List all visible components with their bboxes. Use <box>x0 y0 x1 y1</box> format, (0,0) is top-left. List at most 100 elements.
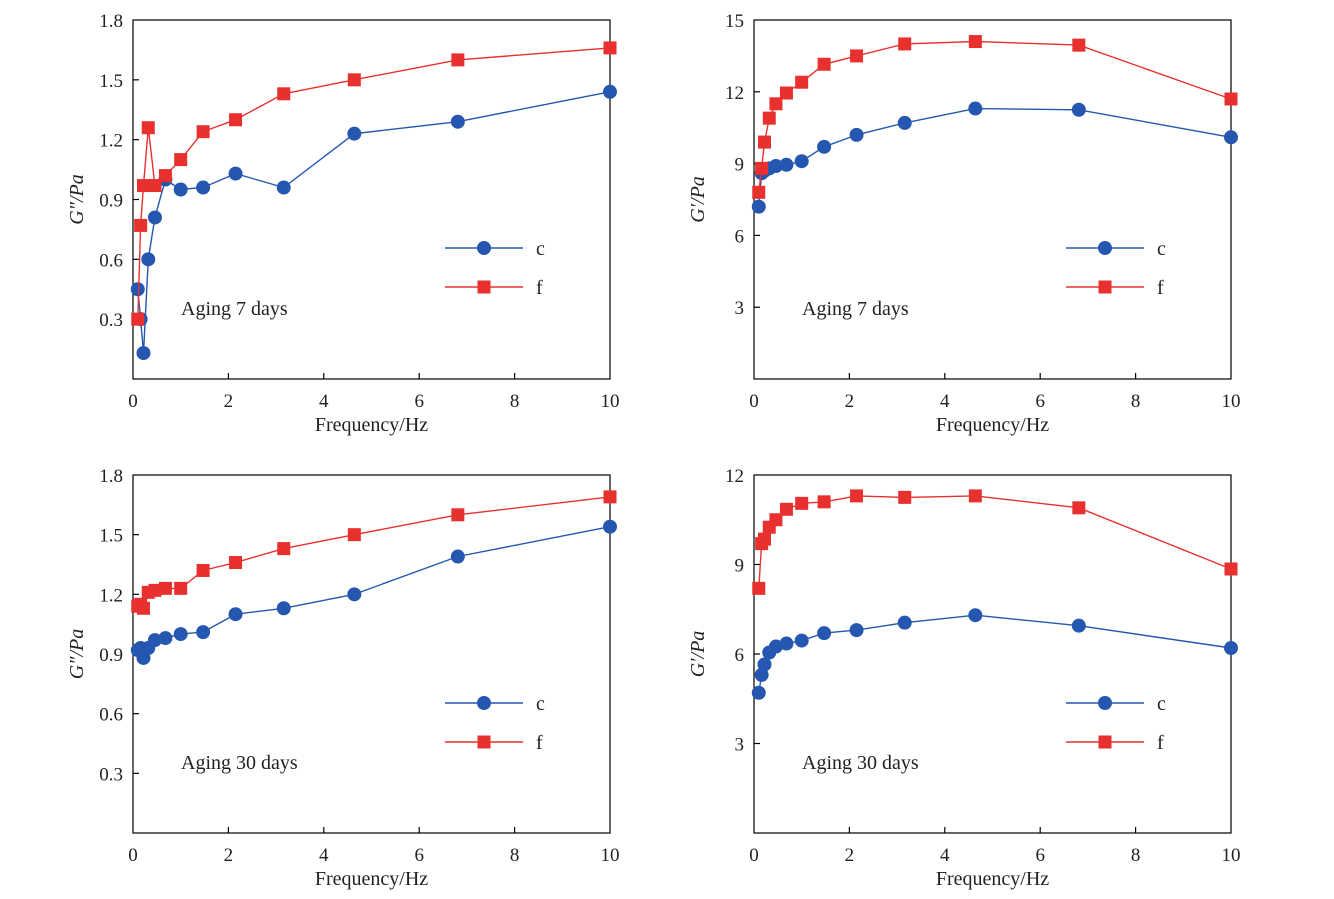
series-c <box>751 101 1238 214</box>
data-point <box>174 153 188 167</box>
x-tick-label: 4 <box>940 391 950 412</box>
x-tick-label: 8 <box>1131 391 1141 412</box>
x-tick-label: 8 <box>510 391 520 412</box>
data-point <box>277 87 291 101</box>
x-tick-label: 2 <box>224 391 234 412</box>
aging-annotation: Aging 7 days <box>181 298 288 320</box>
chart-panel-4: 0 2 4 6 8 10 3 6 9 12 Frequency/Hz G′/Pa Aging 30 da… <box>687 466 1241 890</box>
data-point <box>769 513 783 527</box>
data-point <box>1224 92 1238 106</box>
data-point <box>277 542 291 556</box>
legend-marker-c <box>477 696 491 710</box>
data-point <box>794 154 809 169</box>
data-point <box>751 199 766 214</box>
legend-label-c: c <box>536 693 545 715</box>
data-point <box>196 180 211 195</box>
aging-annotation: Aging 30 days <box>802 752 919 774</box>
x-tick-label: 4 <box>940 845 950 866</box>
legend-label-c: c <box>1157 693 1166 715</box>
series-f <box>752 35 1238 199</box>
data-point <box>817 139 832 154</box>
legend-marker-f <box>477 735 491 749</box>
data-point <box>898 490 912 504</box>
data-point <box>897 615 912 630</box>
legend-marker-f <box>477 280 491 294</box>
x-tick-label: 2 <box>845 845 855 866</box>
data-point <box>850 49 864 63</box>
data-point <box>603 519 617 534</box>
data-point <box>347 73 361 87</box>
data-point <box>229 113 243 127</box>
data-point <box>898 37 912 51</box>
y-tick-label: 0.9 <box>99 191 123 212</box>
data-point <box>794 633 809 648</box>
data-point <box>141 252 156 267</box>
legend-label-c: c <box>1157 238 1166 260</box>
data-point <box>347 587 362 602</box>
data-point <box>757 657 772 672</box>
data-point <box>228 166 243 181</box>
data-point <box>196 125 210 139</box>
plot-frame <box>132 474 611 834</box>
data-point <box>136 179 150 193</box>
x-tick-label: 6 <box>414 845 424 866</box>
legend-label-f: f <box>536 277 543 299</box>
data-point <box>148 583 162 597</box>
data-point <box>148 179 162 193</box>
data-point <box>779 86 793 100</box>
legend-marker-f <box>1098 735 1112 749</box>
x-tick-label: 8 <box>510 845 520 866</box>
data-point <box>173 627 188 642</box>
y-tick-label: 12 <box>725 466 744 487</box>
x-tick-label: 10 <box>1222 391 1241 412</box>
data-point <box>1224 130 1238 145</box>
data-point <box>347 126 362 141</box>
x-tick-label: 10 <box>601 845 620 866</box>
data-point <box>147 210 162 225</box>
x-tick-label: 4 <box>319 391 329 412</box>
y-tick-label: 1.5 <box>99 526 123 547</box>
data-point <box>968 35 982 49</box>
data-point <box>850 489 864 503</box>
x-tick-label: 6 <box>1035 845 1045 866</box>
data-point <box>1072 38 1086 52</box>
y-tick-label: 15 <box>725 11 744 32</box>
data-point <box>228 607 243 622</box>
data-point <box>757 135 771 149</box>
y-tick-label: 1.8 <box>99 11 123 32</box>
legend-marker-f <box>1098 280 1112 294</box>
data-point <box>1224 641 1238 656</box>
data-point <box>768 639 783 654</box>
x-axis-title: Frequency/Hz <box>315 868 428 890</box>
y-tick-label: 0.6 <box>99 250 123 271</box>
data-point <box>968 101 983 116</box>
data-point <box>795 75 809 89</box>
legend-marker-c <box>1098 241 1112 255</box>
y-axis-title: G″/Pa <box>66 629 88 680</box>
data-point <box>849 623 864 638</box>
plot-frame <box>753 19 1232 380</box>
x-tick-label: 4 <box>319 845 329 866</box>
series-f <box>131 41 617 326</box>
data-point <box>134 218 148 232</box>
chart-panel-1: 0 2 4 6 8 10 0.3 0.6 0.9 1.2 1.5 1.8 Frequency/Hz G″/… <box>66 11 620 436</box>
y-tick-label: 3 <box>735 735 745 756</box>
aging-annotation: Aging 30 days <box>181 752 298 774</box>
data-point <box>795 496 809 510</box>
y-tick-label: 9 <box>735 556 745 577</box>
x-tick-label: 10 <box>601 391 620 412</box>
x-tick-label: 2 <box>224 845 234 866</box>
data-point <box>768 158 783 173</box>
data-point <box>131 312 145 326</box>
legend-label-f: f <box>536 732 543 754</box>
y-tick-label: 0.3 <box>99 310 123 331</box>
data-point <box>1071 102 1086 117</box>
series-c <box>751 608 1238 700</box>
data-point <box>136 346 151 361</box>
data-point <box>158 631 173 646</box>
series-line-c <box>758 614 1232 693</box>
y-tick-label: 0.6 <box>99 705 123 726</box>
data-point <box>817 57 831 71</box>
y-tick-label: 1.8 <box>99 466 123 487</box>
